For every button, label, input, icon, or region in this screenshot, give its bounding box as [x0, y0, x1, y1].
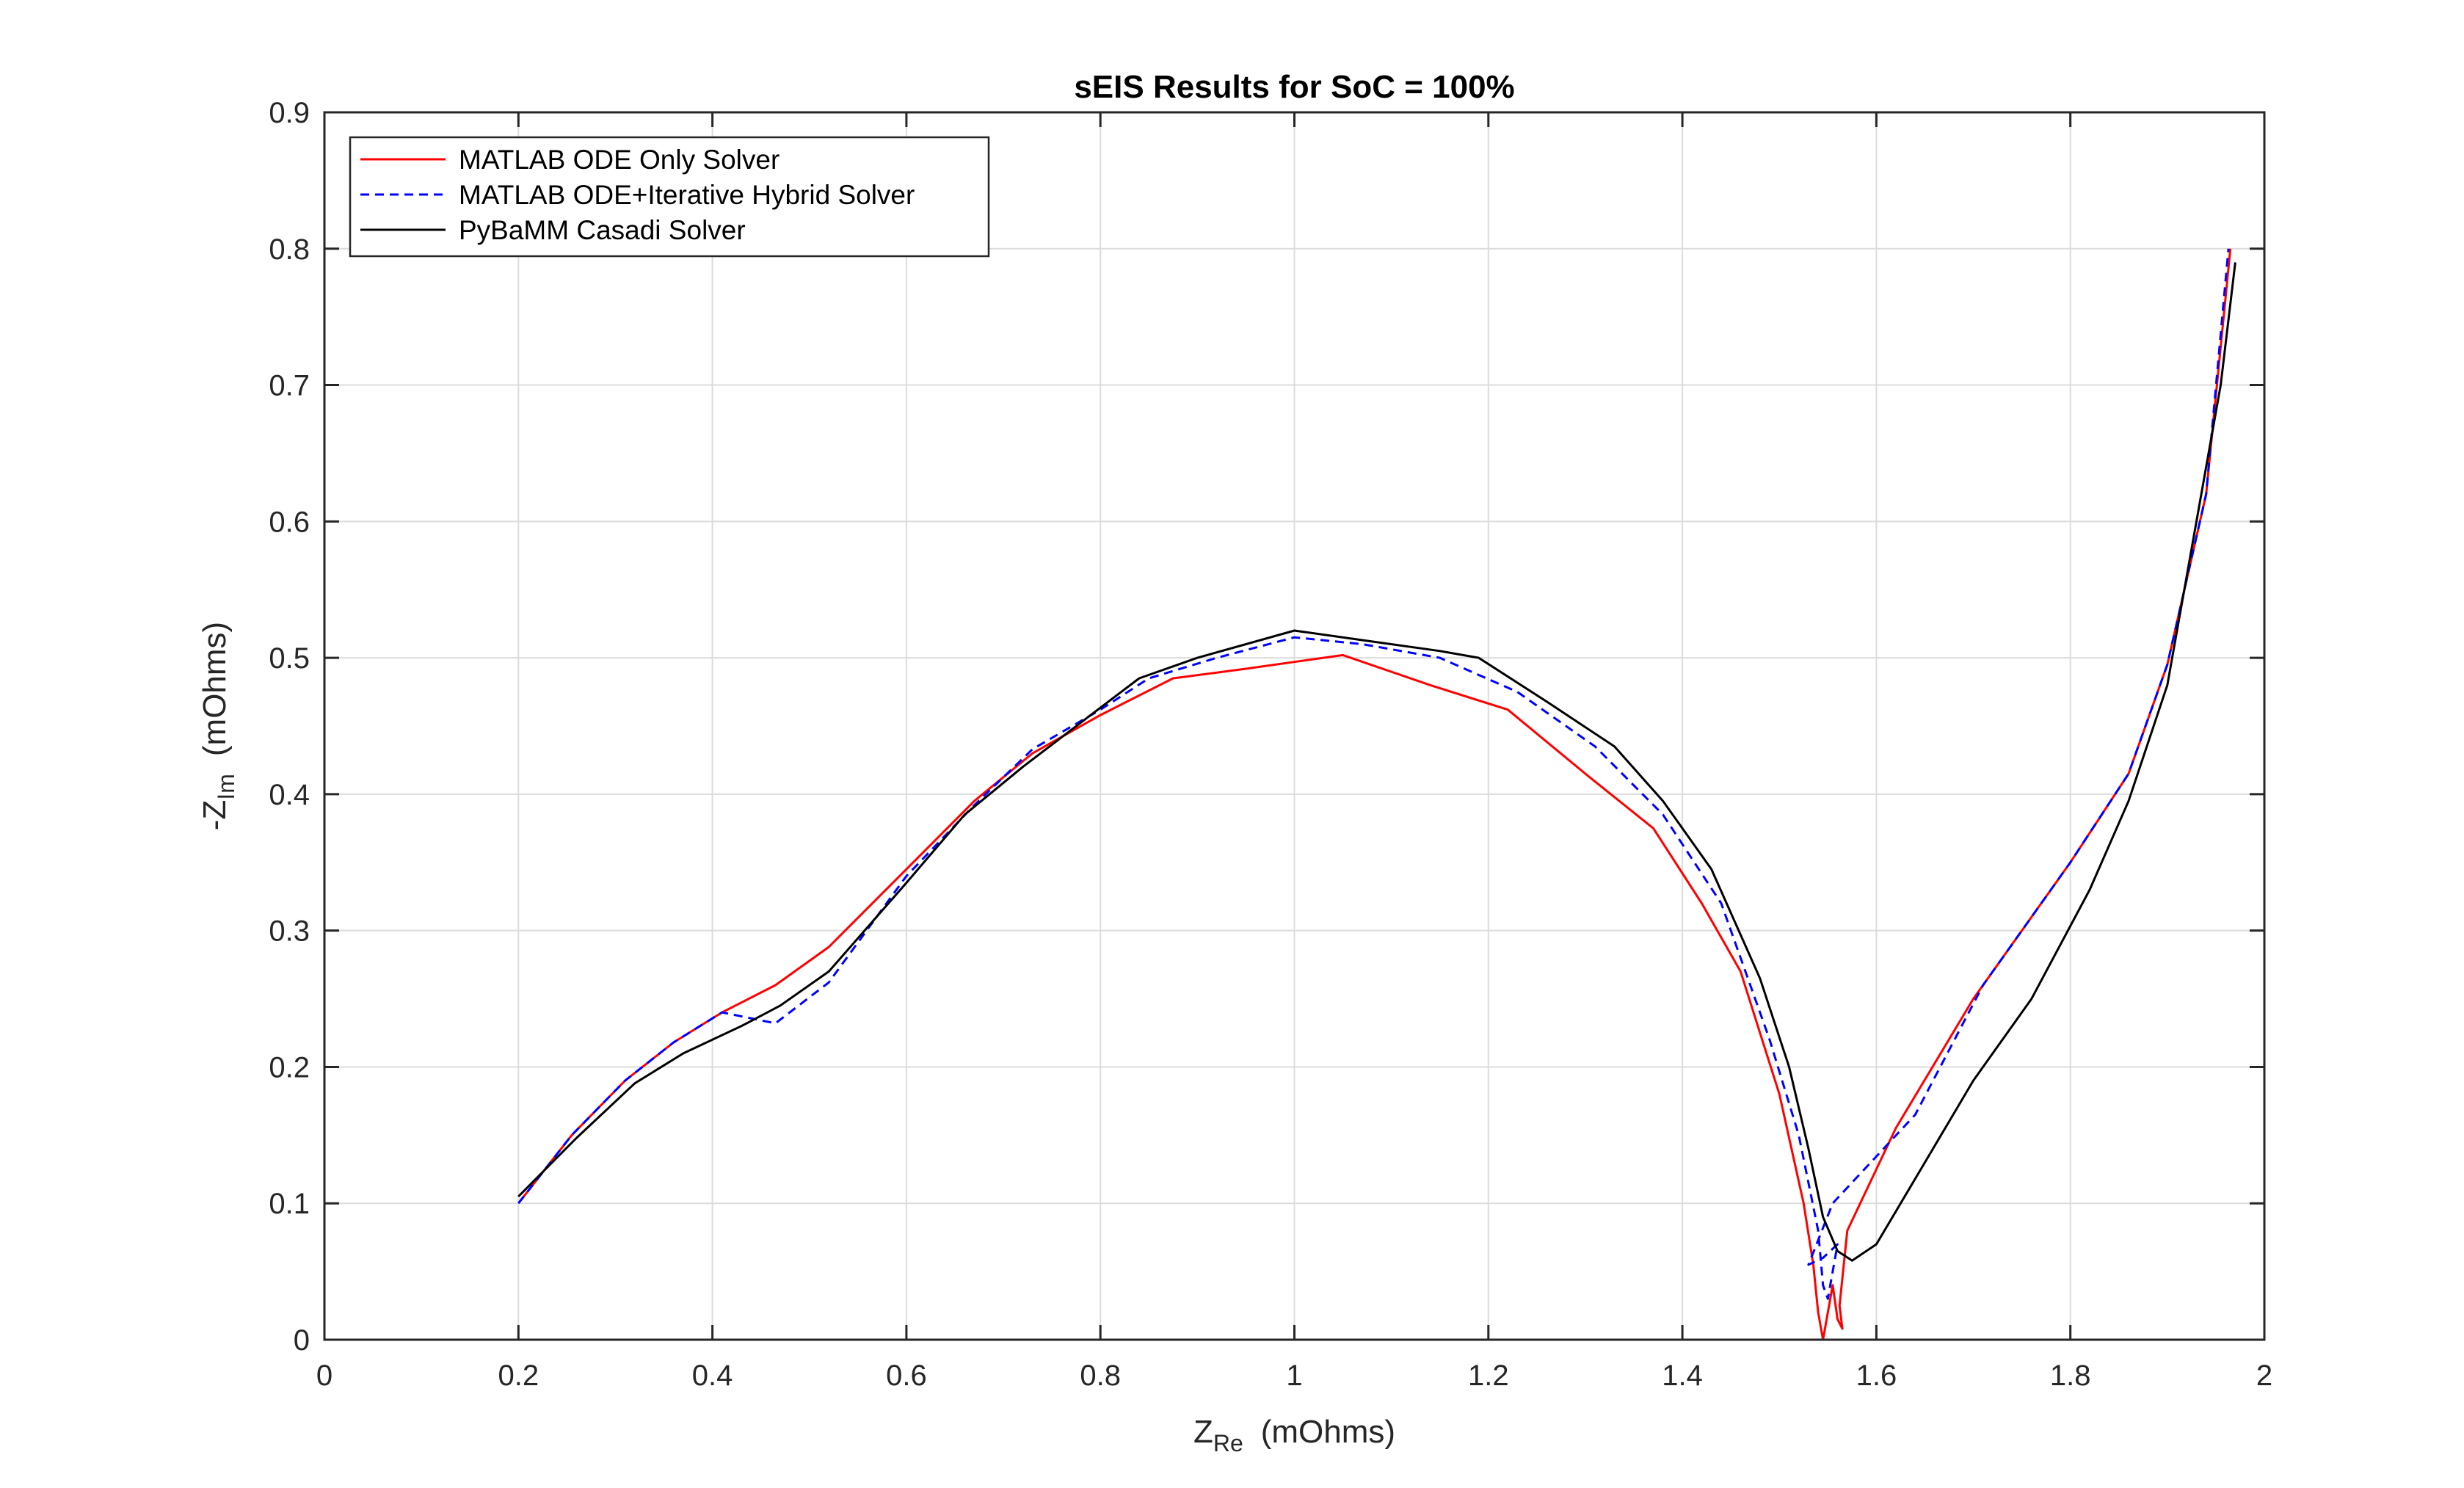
- series-line-3: [517, 262, 2236, 1262]
- x-tick-label: 0.2: [498, 1360, 539, 1392]
- x-tick-label: 0.4: [692, 1360, 733, 1392]
- series-layer: [517, 248, 2236, 1341]
- y-tick-label: 0: [294, 1324, 310, 1357]
- y-tick-label: 0.9: [269, 97, 310, 129]
- y-tick-label: 0.6: [269, 506, 310, 538]
- y-tick-label: 0.5: [269, 642, 310, 675]
- ticks: 0 0.2 0.4 0.6 0.8 1 1.2 1.4 1.6 1.8 2 0 0.1 0.2 0.3 0.4…: [269, 97, 2272, 1392]
- legend-entry: PyBaMM Casadi Solver: [360, 215, 746, 245]
- y-tick-label: 0.7: [269, 370, 310, 402]
- y-axis-label-main: -Z: [197, 800, 233, 831]
- y-tick-label: 0.3: [269, 915, 310, 948]
- y-tick-label: 0.4: [269, 779, 310, 811]
- x-tick-label: 1: [1286, 1360, 1302, 1392]
- series-line-1: [517, 248, 2232, 1341]
- x-axis-label: ZRe (mOhms): [1193, 1414, 1395, 1456]
- legend: MATLAB ODE Only Solver MATLAB ODE+Iterati…: [349, 136, 990, 258]
- y-tick-label: 0.8: [269, 233, 310, 266]
- legend-label: MATLAB ODE+Iterative Hybrid Solver: [459, 180, 915, 210]
- x-tick-label: 2: [2256, 1360, 2272, 1392]
- x-tick-label: 0.8: [1080, 1360, 1121, 1392]
- legend-box: [349, 136, 990, 258]
- x-axis-label-unit: (mOhms): [1261, 1414, 1395, 1450]
- x-tick-label: 1.6: [1856, 1360, 1897, 1392]
- legend-label: MATLAB ODE Only Solver: [459, 145, 779, 175]
- y-tick-label: 0.2: [269, 1051, 310, 1084]
- y-tick-label: 0.1: [269, 1188, 310, 1220]
- series-line-2: [517, 248, 2230, 1300]
- y-axis-label-subscript: Im: [213, 774, 239, 800]
- x-tick-label: 0: [316, 1360, 332, 1392]
- x-axis-label-subscript: Re: [1213, 1430, 1243, 1456]
- legend-entry: MATLAB ODE+Iterative Hybrid Solver: [360, 180, 915, 210]
- y-axis-label: -ZIm (mOhms): [197, 622, 239, 830]
- legend-label: PyBaMM Casadi Solver: [459, 215, 746, 245]
- x-tick-label: 0.6: [886, 1360, 927, 1392]
- y-axis-label-unit: (mOhms): [197, 622, 233, 756]
- x-axis-label-main: Z: [1193, 1414, 1213, 1450]
- x-tick-label: 1.8: [2050, 1360, 2091, 1392]
- x-tick-label: 1.2: [1468, 1360, 1509, 1392]
- legend-entry: MATLAB ODE Only Solver: [360, 145, 779, 175]
- chart-title: sEIS Results for SoC = 100%: [1074, 69, 1514, 105]
- x-tick-label: 1.4: [1662, 1360, 1703, 1392]
